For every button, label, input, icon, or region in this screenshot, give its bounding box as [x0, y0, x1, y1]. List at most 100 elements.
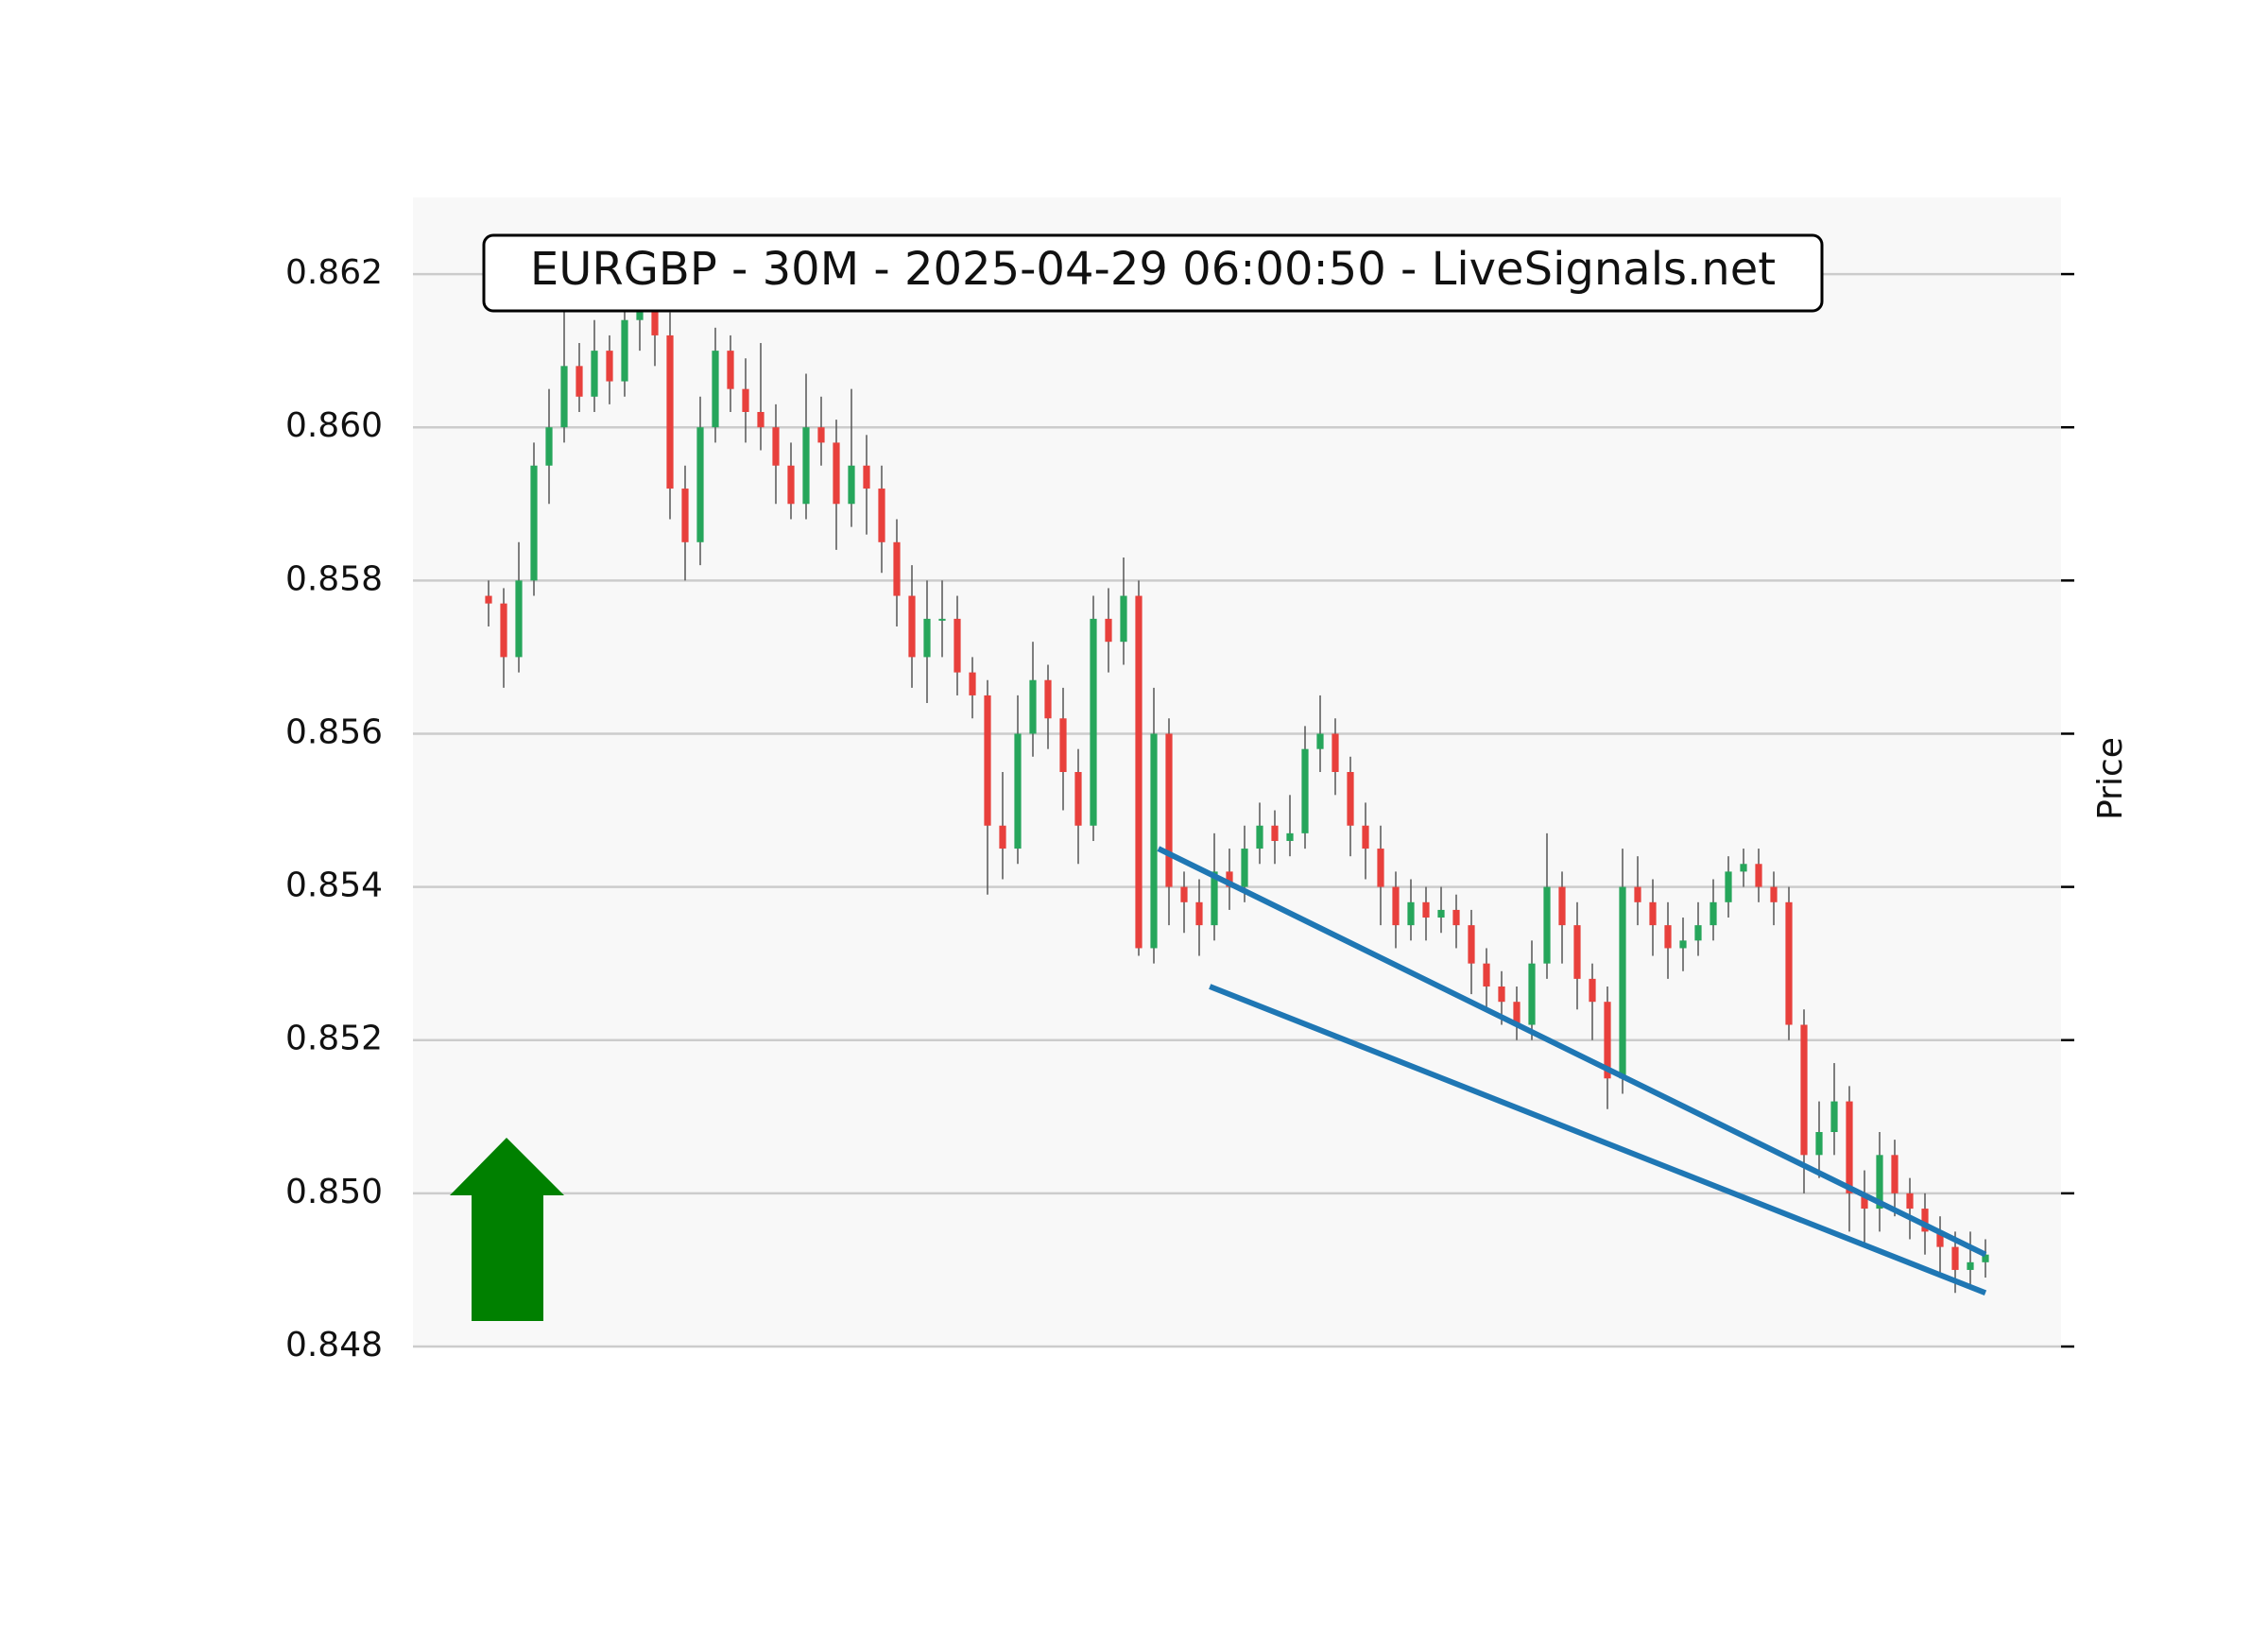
- candle-body: [1347, 772, 1354, 826]
- candle-body: [1483, 963, 1490, 987]
- candle-body: [666, 335, 674, 489]
- candle-body: [1951, 1246, 1959, 1270]
- candle-body: [1543, 886, 1551, 964]
- candle-body: [1332, 733, 1339, 772]
- candle-body: [1241, 849, 1248, 887]
- candle-body: [1604, 1002, 1611, 1079]
- trendlines: [1157, 846, 1987, 1296]
- candle-body: [772, 427, 780, 466]
- candle-body: [1740, 864, 1747, 872]
- candle-body: [1074, 772, 1082, 826]
- candle-body: [802, 427, 810, 505]
- candle-body: [1891, 1155, 1899, 1193]
- candle-body: [576, 366, 583, 397]
- candle-body: [1407, 901, 1415, 926]
- y-tick-label: 0.852: [285, 1020, 383, 1058]
- candle-body: [848, 465, 855, 505]
- candle-body: [863, 465, 870, 489]
- candle-body: [1377, 849, 1384, 887]
- candle-body: [908, 595, 916, 658]
- candle-body: [485, 595, 492, 604]
- candle-body: [969, 672, 976, 695]
- candle-body: [1664, 925, 1672, 949]
- candle-body: [515, 580, 523, 658]
- candle-body: [817, 427, 825, 443]
- candle-body: [1513, 1002, 1521, 1025]
- y-tick-label: 0.858: [285, 559, 383, 598]
- candle-body: [712, 351, 719, 428]
- candle-body: [1679, 940, 1687, 949]
- candle-body: [1619, 886, 1626, 1079]
- candle-body: [727, 351, 734, 389]
- candle-body: [1362, 825, 1369, 849]
- candle-body: [878, 489, 885, 542]
- candle-body: [1150, 733, 1158, 949]
- candle-body: [1135, 595, 1143, 949]
- y-tick-label: 0.850: [285, 1173, 383, 1211]
- candle-body: [1256, 825, 1263, 849]
- candle-body: [1226, 871, 1233, 887]
- candle-body: [500, 603, 507, 658]
- candle-body: [530, 465, 538, 581]
- candle-body: [1301, 748, 1309, 833]
- candle-body: [742, 388, 749, 412]
- candle-body: [1120, 595, 1127, 643]
- candle-body: [1271, 825, 1279, 841]
- candle-body: [1211, 871, 1218, 926]
- title-box: [482, 233, 1824, 313]
- plot-area: [413, 197, 2061, 1347]
- candle-body: [1180, 886, 1188, 902]
- candle-body: [1725, 871, 1732, 902]
- candle-body: [984, 695, 991, 826]
- candle-body: [757, 411, 765, 428]
- candle-body: [560, 366, 568, 428]
- candle-body: [1029, 679, 1037, 734]
- candle-body: [1195, 901, 1203, 926]
- candle-body: [1014, 733, 1022, 849]
- candle-body: [1090, 618, 1097, 826]
- candle-body: [1059, 718, 1067, 772]
- candle-body: [1876, 1155, 1883, 1210]
- candle-body: [1589, 978, 1596, 1003]
- candle-body: [1846, 1101, 1853, 1193]
- candle-body: [1316, 733, 1324, 749]
- candle-body: [545, 427, 553, 466]
- candle-body: [1634, 886, 1641, 902]
- candle-body: [1815, 1132, 1823, 1156]
- candle-body: [1906, 1192, 1914, 1210]
- candle-body: [787, 465, 795, 505]
- candle-body: [681, 489, 689, 542]
- candle-body: [1785, 901, 1793, 1025]
- y-axis-label: Price: [2091, 737, 2130, 820]
- y-tick-label: 0.862: [285, 253, 383, 292]
- candle-body: [1982, 1254, 1989, 1262]
- y-tick-label: 0.854: [285, 866, 383, 905]
- candle-body: [606, 351, 613, 382]
- candle-body: [999, 825, 1006, 849]
- candle-body: [923, 618, 931, 658]
- candle-body: [1694, 925, 1702, 941]
- candle-body: [1498, 986, 1505, 1003]
- candle-body: [1921, 1209, 1929, 1232]
- candle-body: [1936, 1231, 1944, 1247]
- candle-body: [833, 442, 840, 505]
- candle-body: [591, 351, 598, 397]
- candle-body: [1044, 679, 1052, 719]
- candle-body: [1392, 886, 1400, 926]
- candle-body: [954, 618, 961, 673]
- candle-body: [1165, 733, 1173, 887]
- trendline: [1209, 984, 1987, 1296]
- candle-body: [1422, 901, 1430, 918]
- candle-body: [1710, 901, 1717, 926]
- candle-body: [1770, 886, 1778, 902]
- candle-body: [696, 427, 704, 542]
- candle-body: [1468, 925, 1475, 964]
- candle-body: [651, 289, 659, 335]
- y-tick-label: 0.860: [285, 406, 383, 445]
- candle-body: [1649, 901, 1657, 926]
- candle-body: [1800, 1024, 1808, 1156]
- candle-body: [893, 541, 901, 596]
- candle-body: [1861, 1192, 1868, 1210]
- candle-body: [1967, 1261, 1974, 1270]
